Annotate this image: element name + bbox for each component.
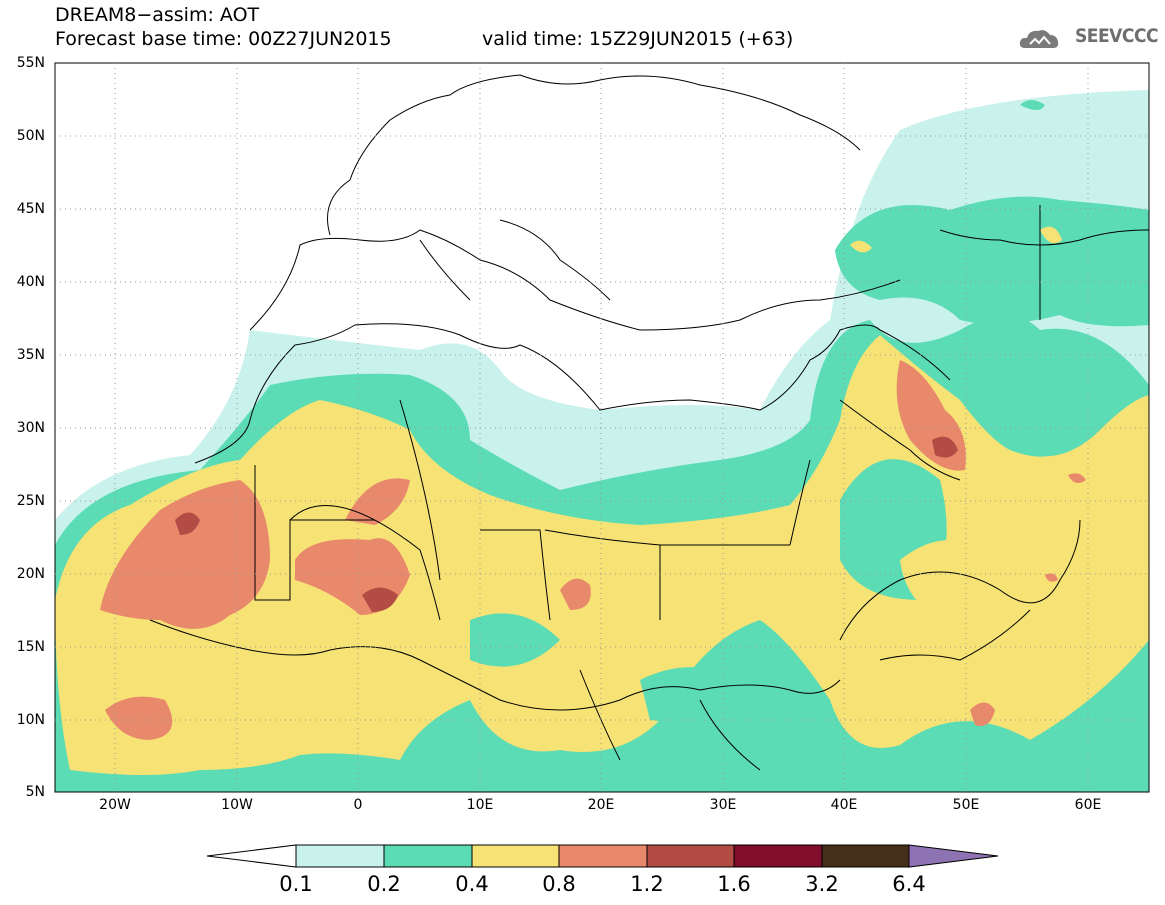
lat-label: 20N (16, 566, 45, 582)
forecast-base-time: Forecast base time: 00Z27JUN2015 (55, 28, 392, 50)
aot-band-0.8 (100, 360, 1086, 740)
colorbar (206, 844, 999, 868)
lon-label: 50E (952, 797, 980, 813)
political-borders (149, 74, 1149, 771)
lat-label: 5N (25, 784, 45, 800)
lon-label: 10W (221, 797, 253, 813)
lon-label: 60E (1074, 797, 1102, 813)
logo-text: SEEVCCC (1075, 25, 1159, 47)
colorbar-label: 0.8 (542, 872, 576, 896)
colorbar-label: 0.4 (455, 872, 489, 896)
aot-band-0.4 (55, 226, 1149, 775)
lat-label: 55N (16, 55, 45, 71)
colorbar-label: 6.4 (892, 872, 926, 896)
aot-band-1.2 (175, 436, 958, 612)
colorbar-label: 1.6 (717, 872, 751, 896)
lat-label: 30N (16, 420, 45, 436)
lon-label: 0 (353, 797, 363, 813)
colorbar-label: 3.2 (805, 872, 839, 896)
valid-time: valid time: 15Z29JUN2015 (+63) (482, 28, 794, 50)
lat-label: 45N (16, 201, 45, 217)
colorbar-label: 0.1 (279, 872, 313, 896)
colorbar-bin (646, 844, 735, 868)
colorbar-bin (821, 844, 910, 868)
lat-label: 50N (16, 128, 45, 144)
lat-label: 10N (16, 712, 45, 728)
lon-label: 40E (830, 797, 858, 813)
colorbar-bin (471, 844, 560, 868)
colorbar-bin (733, 844, 823, 868)
lat-label: 40N (16, 274, 45, 290)
colorbar-label: 0.2 (367, 872, 401, 896)
colorbar-bin (295, 844, 385, 868)
colorbar-under-arrow (206, 844, 297, 868)
cloud-logo-icon (1019, 30, 1059, 48)
lon-label: 20W (99, 797, 131, 813)
colorbar-label: 1.2 (630, 872, 664, 896)
lon-label: 30E (709, 797, 737, 813)
lat-label: 35N (16, 347, 45, 363)
colorbar-bin (558, 844, 648, 868)
colorbar-bin (383, 844, 473, 868)
lon-label: 20E (587, 797, 615, 813)
lat-label: 25N (16, 493, 45, 509)
lon-label: 10E (466, 797, 494, 813)
lat-label: 15N (16, 639, 45, 655)
colorbar-over-arrow (908, 844, 999, 868)
map-title: DREAM8−assim: AOT (55, 4, 260, 26)
